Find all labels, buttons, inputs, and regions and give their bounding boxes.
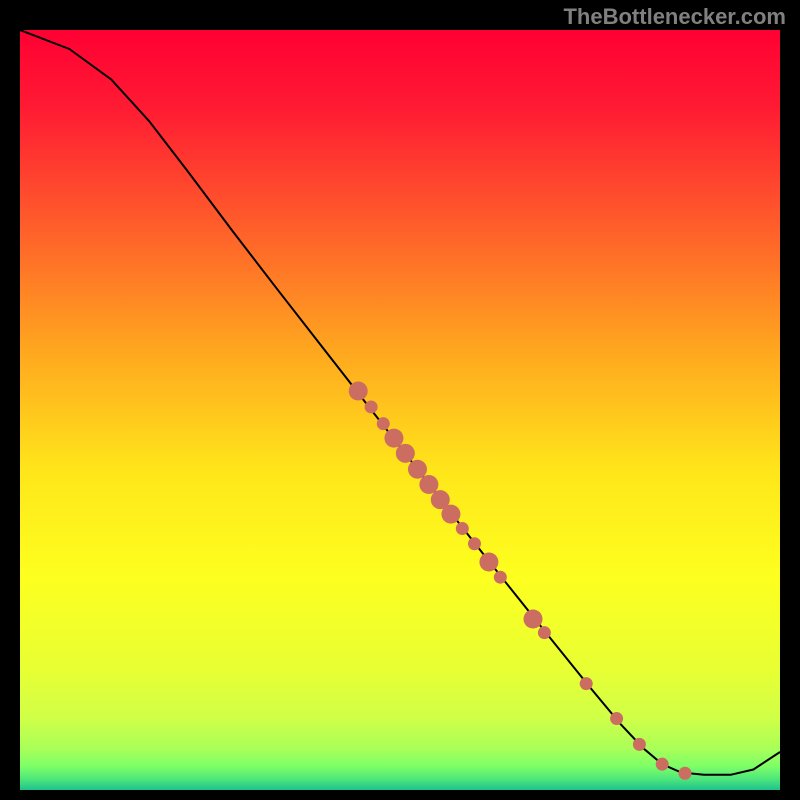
data-marker (479, 553, 498, 572)
data-marker (377, 417, 390, 430)
data-marker (456, 522, 469, 535)
data-marker (656, 758, 669, 771)
data-marker (494, 571, 507, 584)
data-marker (441, 505, 460, 524)
gradient-background (20, 30, 780, 790)
data-marker (408, 460, 427, 479)
data-marker (468, 537, 481, 550)
data-marker (679, 767, 692, 780)
data-marker (365, 400, 378, 413)
data-marker (633, 738, 646, 751)
data-marker (538, 626, 551, 639)
watermark-label: TheBottlenecker.com (563, 4, 786, 30)
data-marker (384, 429, 403, 448)
bottleneck-curve-chart (20, 30, 780, 790)
data-marker (396, 444, 415, 463)
data-marker (419, 475, 438, 494)
chart-stage: TheBottlenecker.com (0, 0, 800, 800)
data-marker (610, 712, 623, 725)
data-marker (349, 382, 368, 401)
data-marker (580, 677, 593, 690)
data-marker (524, 610, 543, 629)
